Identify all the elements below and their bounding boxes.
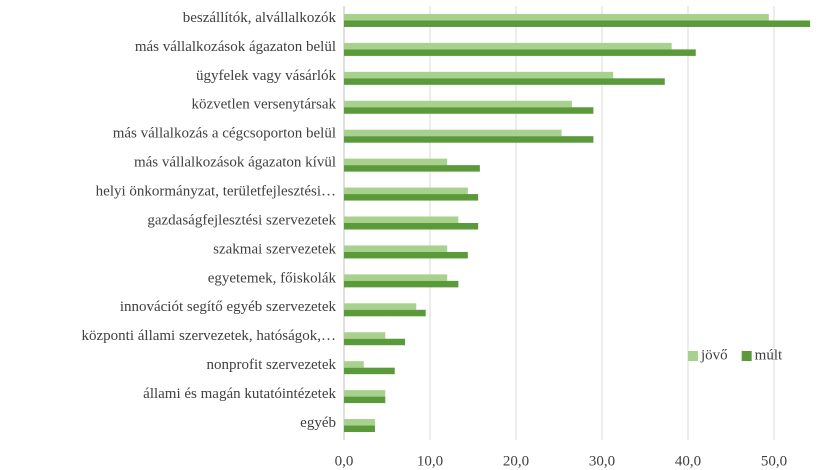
y-tick-label: központi állami szervezetek, hatóságok,… (82, 328, 337, 344)
bar (344, 390, 386, 397)
y-tick-label: ügyfelek vagy vásárlók (196, 68, 336, 84)
y-tick-label: szakmai szervezetek (213, 241, 336, 257)
y-tick-label: közvetlen versenytársak (191, 97, 336, 113)
bar (344, 419, 375, 426)
bar (344, 223, 479, 230)
bar (344, 129, 562, 137)
bar (344, 107, 594, 114)
y-tick-label: állami és magán kutatóintézetek (143, 386, 336, 402)
bar (344, 303, 417, 310)
bar (344, 367, 395, 375)
bar (344, 251, 468, 259)
bar (344, 194, 479, 201)
legend-swatch (741, 351, 752, 361)
y-tick-label: nonprofit szervezetek (206, 357, 336, 373)
bar (344, 309, 426, 317)
legend-label: múlt (755, 347, 783, 363)
legend-label: jövő (700, 347, 728, 363)
x-tick-label: 50,0 (761, 453, 787, 469)
y-tick-label: beszállítók, alvállalkozók (183, 10, 337, 26)
x-tick-label: 10,0 (417, 453, 443, 469)
bar (344, 274, 448, 281)
y-tick-label: egyéb (300, 415, 336, 431)
y-tick-label: más vállalkozás a cégcsoporton belül (113, 126, 336, 142)
bar (344, 136, 594, 143)
bar (344, 361, 364, 368)
y-tick-label: más vállalkozások ágazaton belül (135, 39, 336, 55)
bar (344, 187, 468, 195)
bar (344, 425, 375, 433)
bar (344, 332, 386, 339)
bar (344, 216, 459, 223)
y-tick-label: innovációt segítő egyéb szervezetek (120, 299, 337, 315)
bar (344, 338, 406, 346)
bar (344, 165, 480, 172)
x-tick-label: 40,0 (675, 453, 701, 469)
bar (344, 280, 459, 288)
legend-swatch (688, 351, 698, 361)
bar (344, 42, 672, 50)
bar (344, 71, 614, 79)
bar (344, 20, 811, 27)
bar (344, 49, 696, 56)
bar (344, 245, 448, 252)
x-tick-label: 20,0 (503, 453, 529, 469)
x-tick-label: 0,0 (335, 453, 354, 469)
bar (344, 78, 665, 85)
y-tick-label: gazdaságfejlesztési szervezetek (147, 212, 336, 228)
bar (344, 158, 448, 166)
y-tick-label: helyi önkormányzat, területfejlesztési… (96, 184, 336, 200)
bar (344, 396, 386, 404)
bar (344, 100, 572, 108)
y-tick-label: más vállalkozások ágazaton kívül (134, 155, 336, 171)
bar (344, 13, 769, 21)
y-tick-label: egyetemek, főiskolák (208, 270, 337, 286)
x-tick-label: 30,0 (589, 453, 615, 469)
